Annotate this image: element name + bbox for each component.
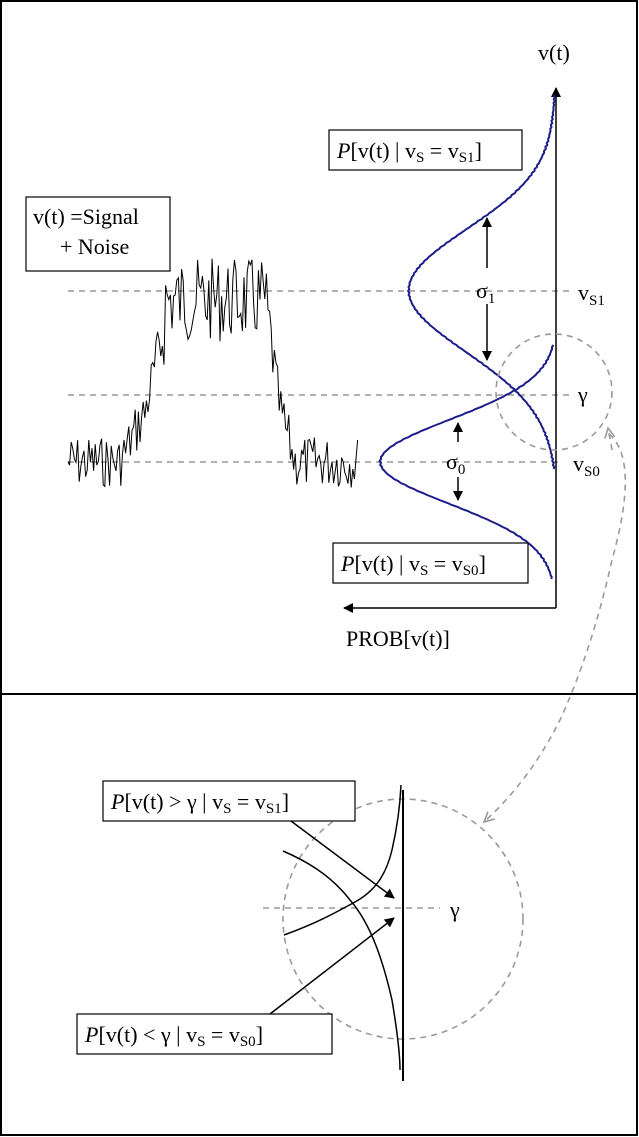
upper-pointer-arrow — [290, 820, 395, 899]
zoom-curve-s0 — [282, 850, 401, 1071]
pdf-s0-box — [332, 542, 529, 584]
v-axis-label: v(t) — [538, 40, 570, 65]
vs1-label: vS1 — [578, 280, 605, 309]
signal-noise-box — [25, 196, 171, 272]
pdf-curve-s0 — [378, 344, 555, 580]
lower-probability-label: P[v(t) < γ | vS = vS0] — [84, 1022, 263, 1050]
signal-noise-line1: v(t) =Signal — [33, 204, 139, 229]
upper-probability-box — [102, 780, 356, 822]
lower-probability-box — [76, 1013, 333, 1055]
pdf-curve-s1 — [406, 94, 557, 470]
gamma-label-top: γ — [577, 382, 588, 407]
zoom-connector-arrow-top — [608, 428, 612, 451]
pdf-s1-box — [328, 129, 523, 171]
pdf-s1-label: P[v(t) | vS = vS1] — [336, 138, 482, 166]
noisy-signal-trace — [67, 258, 359, 488]
prob-axis-label: PROB[v(t)] — [346, 626, 450, 651]
sigma0-label: σ0 — [446, 449, 465, 478]
pdf-s0-label: P[v(t) | vS = vS0] — [340, 551, 486, 579]
gamma-label-zoom: γ — [449, 897, 460, 922]
zoom-connector-arrow — [484, 433, 627, 822]
upper-probability-label: P[v(t) > γ | vS = vS1] — [110, 789, 289, 817]
lower-pointer-arrow — [269, 917, 395, 1015]
zoom-curve-s1 — [283, 784, 402, 936]
sigma1-label: σ1 — [476, 278, 495, 307]
gamma-zoom-circle — [495, 333, 613, 451]
signal-noise-line2: + Noise — [60, 234, 129, 259]
vs0-label: vS0 — [573, 451, 600, 480]
